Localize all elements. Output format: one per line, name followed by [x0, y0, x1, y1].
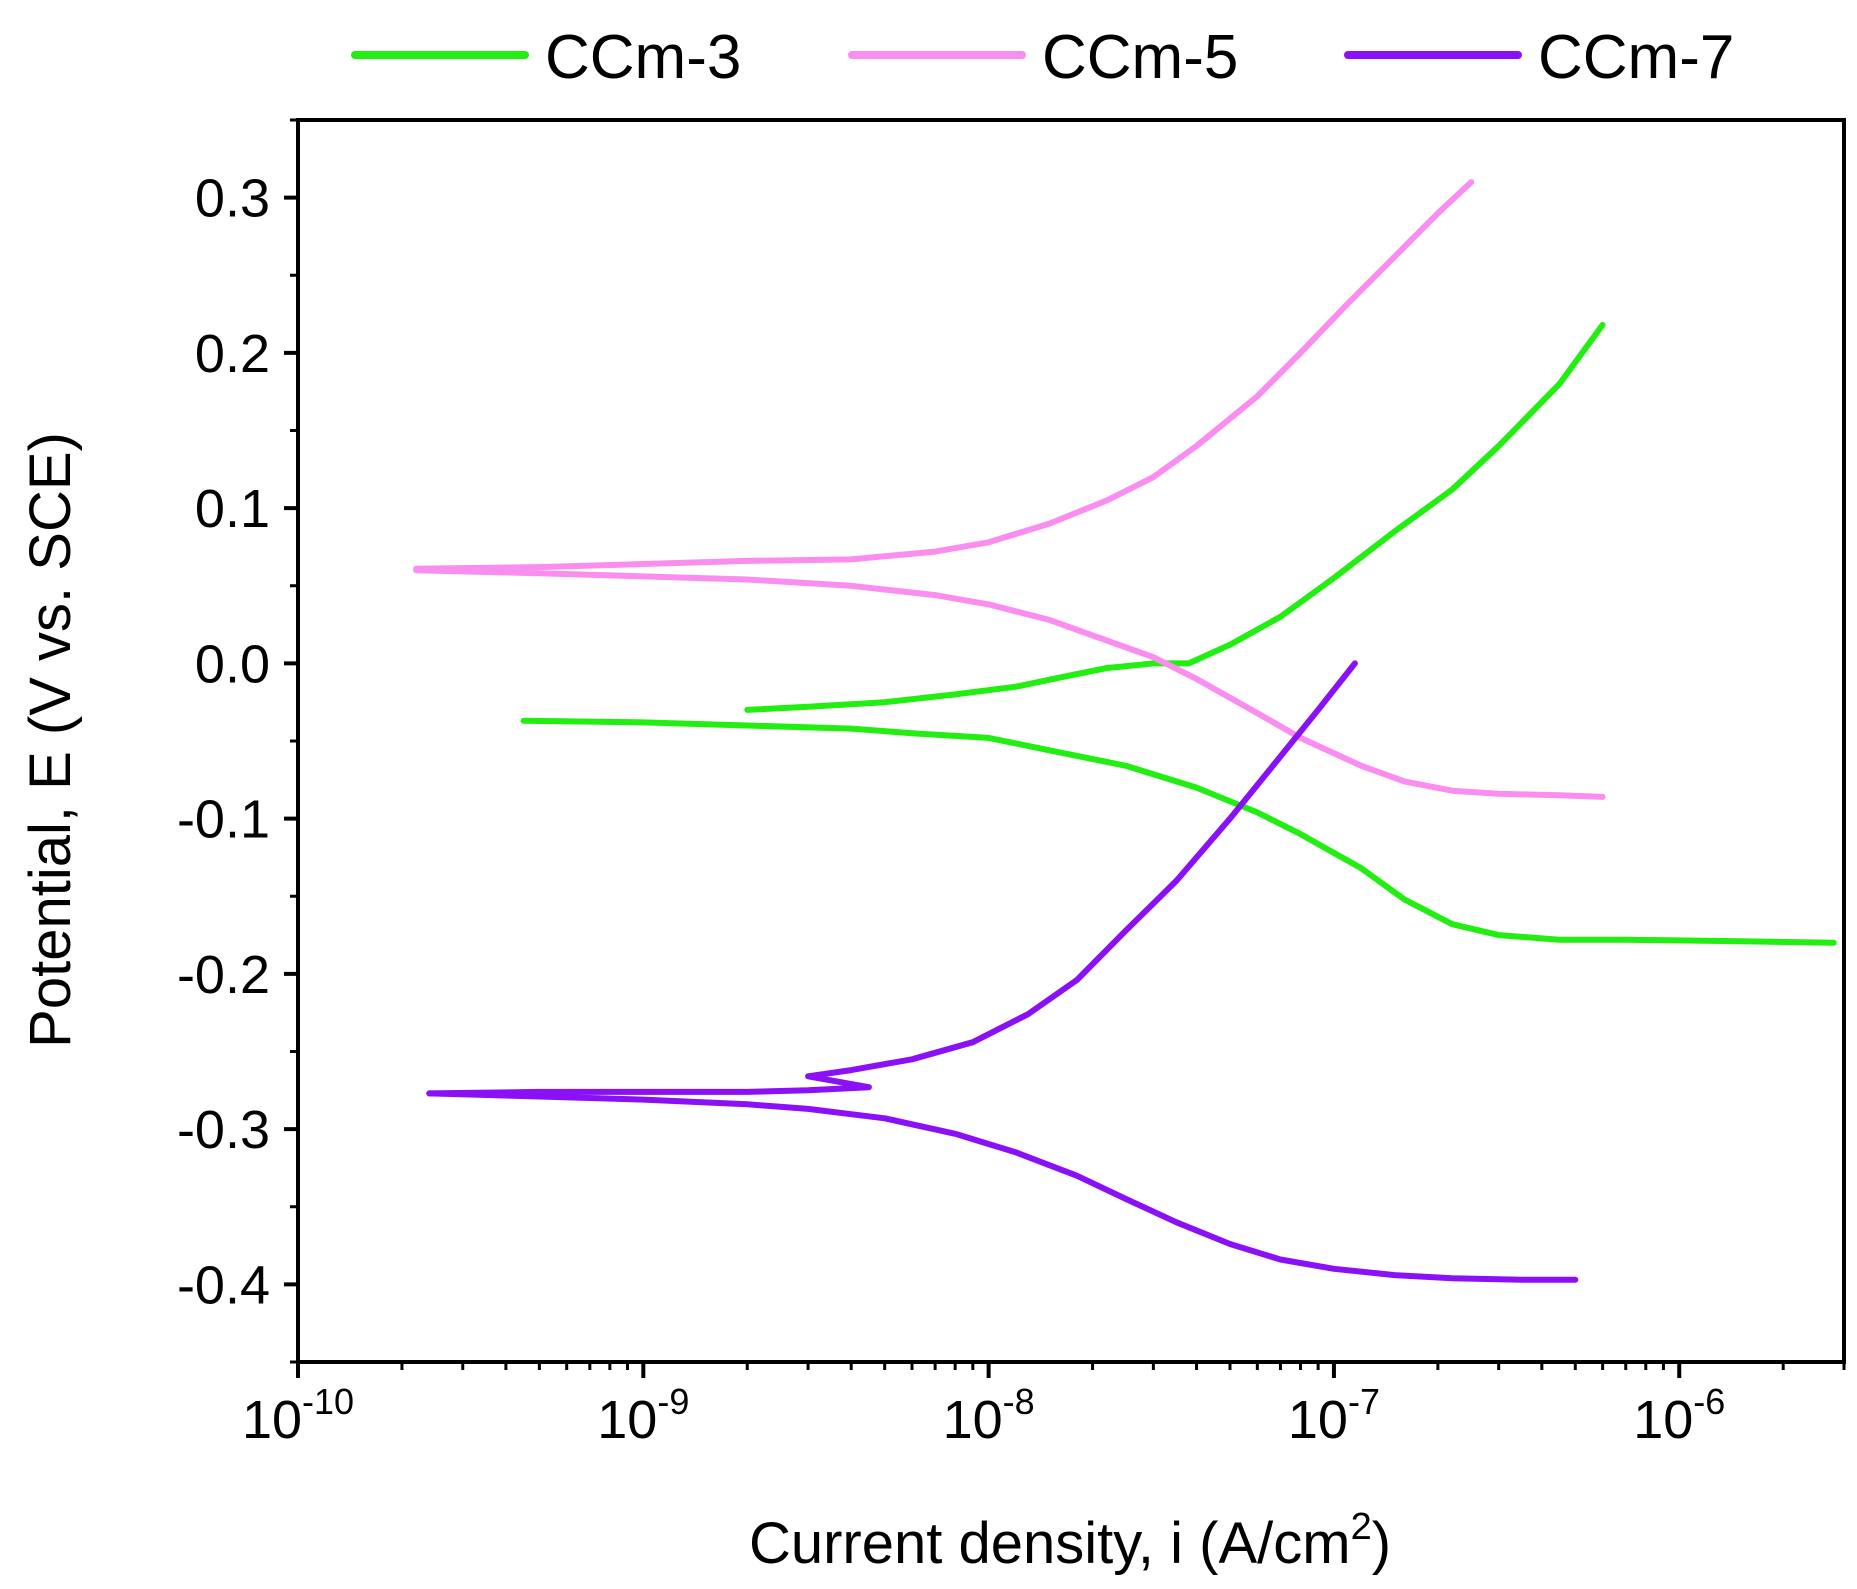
y-axis-title: Potential, E (V vs. SCE) [18, 432, 83, 1048]
series-ccm-5-branch-1 [413, 567, 1606, 800]
series-layer [413, 179, 1837, 1283]
x-axis-title-sup: 2 [1351, 1506, 1372, 1548]
x-axis-ticks: 10-10 10-9 10-8 10-7 10-6 [242, 1362, 1846, 1450]
series-ccm-3-branch-2 [744, 321, 1606, 713]
series-ccm-7-branch-2 [426, 660, 1358, 1097]
y-tick-label: 0.2 [195, 324, 270, 384]
x-axis-title: Current density, i (A/cm2) [749, 1506, 1391, 1576]
x-tick-label: 10-7 [1288, 1381, 1380, 1450]
legend-label-ccm-7: CCm-7 [1538, 23, 1734, 92]
y-tick-label: 0.0 [195, 634, 270, 694]
series-ccm-3-branch-1 [520, 717, 1837, 946]
x-tick-label: 10-10 [242, 1381, 354, 1450]
legend-label-ccm-5: CCm-5 [1042, 23, 1238, 92]
x-axis-title-close: ) [1372, 1511, 1391, 1576]
y-tick-label: -0.1 [177, 790, 270, 850]
y-axis-ticks: 0.3 0.2 0.1 0.0 -0.1 -0.2 -0.3 -0.4 [177, 118, 298, 1364]
y-tick-label: 0.1 [195, 479, 270, 539]
series-ccm-5-branch-2 [413, 179, 1475, 572]
y-tick-label: -0.2 [177, 945, 270, 1005]
x-tick-label: 10-8 [943, 1381, 1035, 1450]
y-tick-label: -0.4 [177, 1255, 270, 1315]
y-tick-label: -0.3 [177, 1100, 270, 1160]
legend-label-ccm-3: CCm-3 [545, 23, 741, 92]
x-tick-label: 10-6 [1633, 1381, 1725, 1450]
legend: CCm-3 CCm-5 CCm-7 [351, 23, 1734, 92]
x-axis-title-main: Current density, i (A/cm [749, 1511, 1351, 1576]
x-tick-label: 10-9 [597, 1381, 689, 1450]
y-tick-label: 0.3 [195, 169, 270, 229]
series-ccm-7-branch-1 [426, 1090, 1579, 1283]
